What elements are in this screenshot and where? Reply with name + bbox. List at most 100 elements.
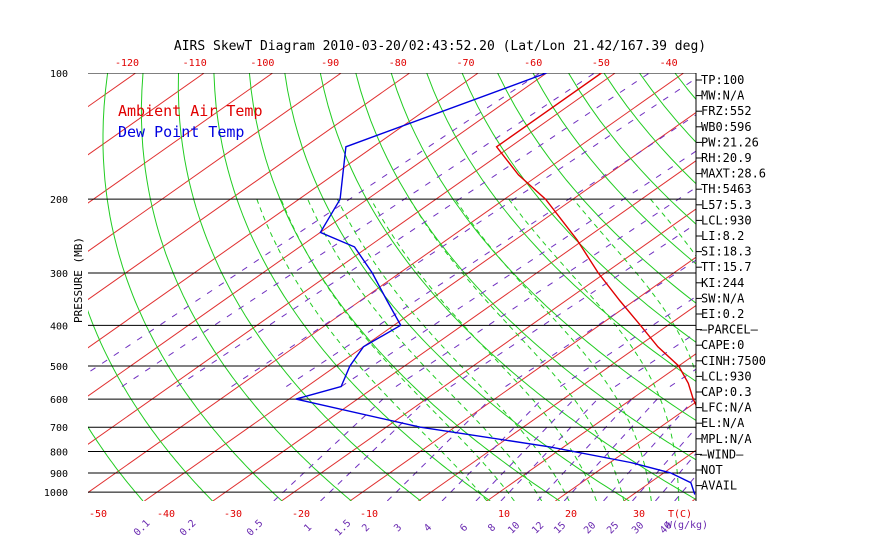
pressure-tick-label: 200 [50, 195, 68, 206]
bottom-temp-tick-label: -30 [224, 509, 242, 520]
index-label: LCL:930 [701, 369, 752, 383]
isotherm-line [0, 73, 67, 501]
dry-adiabat-line [852, 73, 870, 501]
mixing-ratio-tick-label: 1.5 [333, 518, 354, 539]
index-label: TP:100 [701, 73, 744, 87]
mixing-ratio-tick-label: 10 [506, 520, 522, 536]
isotherm-line [88, 73, 410, 301]
pressure-tick-label: 900 [50, 469, 68, 480]
moist-adiabat-line [336, 198, 570, 501]
mixing-ratio-line [500, 398, 598, 501]
mixing-ratio-line [755, 399, 836, 501]
dry-adiabat-line [88, 426, 144, 501]
moist-adiabat-line [454, 198, 652, 501]
index-label: PW:21.26 [701, 135, 759, 149]
top-temp-tick-label: -50 [592, 58, 610, 69]
isotherm-line [761, 73, 870, 501]
top-temp-tick-label: -70 [456, 58, 474, 69]
mixing-ratio-line [340, 150, 696, 387]
index-label: TT:15.7 [701, 260, 752, 274]
sounding-series [295, 73, 696, 495]
index-label: KI:244 [701, 276, 744, 290]
pressure-tick-label: 500 [50, 362, 68, 373]
top-temp-tick-label: -40 [660, 58, 678, 69]
moist-adiabat-line [816, 199, 870, 501]
index-label: SI:18.3 [701, 245, 752, 259]
index-label: CAPE:0 [701, 338, 744, 352]
dry-adiabat-line [284, 73, 630, 501]
pressure-tick-label: 300 [50, 269, 68, 280]
dry-adiabat-line [461, 73, 696, 343]
dry-adiabat-line [781, 73, 870, 501]
temp-axis-unit-label: T(C) [668, 509, 692, 520]
mixing-ratio-line [121, 73, 595, 387]
chart-title: AIRS SkewT Diagram 2010-03-20/02:43:52.2… [174, 39, 706, 54]
isotherm-line [212, 160, 696, 501]
moist-adiabat-line [409, 198, 625, 501]
pressure-tick-label: 700 [50, 423, 68, 434]
dry-adiabat-line [426, 73, 696, 382]
index-label: TH:5463 [701, 182, 752, 196]
moist-adiabat-line [307, 198, 543, 501]
mixing-ratio-tick-label: 20 [582, 520, 598, 536]
moist-adiabat-line [508, 198, 680, 501]
index-label: MPL:N/A [701, 432, 752, 446]
dew-point-temp-line [295, 73, 696, 495]
moist-adiabat-line [280, 199, 515, 501]
pressure-tick-label: 600 [50, 395, 68, 406]
moist-adiabat-line [788, 199, 838, 501]
pressure-tick-label: 100 [50, 69, 68, 80]
bottom-temp-tick-label: -20 [292, 509, 310, 520]
mixing-ratio-tick-label: 8 [486, 522, 498, 534]
moist-adiabat-line [572, 198, 696, 376]
index-label: FRZ:552 [701, 104, 752, 118]
pressure-tick-label: 400 [50, 321, 68, 332]
mixing-ratio-tick-label: 6 [458, 522, 470, 534]
isotherm-line [486, 353, 696, 501]
index-label: SW:N/A [701, 291, 745, 305]
mixing-ratio-line [176, 73, 650, 387]
legend-ambient-air-temp: Ambient Air Temp [118, 102, 263, 120]
top-temp-tick-label: -90 [321, 58, 339, 69]
dry-adiabat-line [177, 73, 422, 501]
pressure-tick-label: 800 [50, 448, 68, 459]
mixing-ratio-tick-label: 0.2 [178, 518, 199, 539]
dry-adiabat-line [817, 73, 870, 501]
mixing-ratio-tick-label: 0.5 [245, 518, 266, 539]
mixing-ratio-line [386, 398, 491, 501]
mixing-ratio-tick-label: 30 [630, 520, 646, 536]
mixing-ratio-line [441, 398, 543, 501]
isotherm-line [88, 73, 273, 204]
dry-adiabat-line [746, 73, 870, 501]
index-label: CINH:7500 [701, 354, 766, 368]
mixing-ratio-tick-label: 12 [530, 520, 546, 536]
dry-adiabat-line [497, 73, 696, 304]
dry-adiabat-line [355, 73, 696, 461]
mixing-ratio-line [320, 398, 428, 501]
top-temp-tick-label: -100 [250, 58, 274, 69]
bottom-temp-tick-label: 30 [633, 509, 645, 520]
legend-dew-point-temp: Dew Point Temp [118, 123, 244, 141]
dry-adiabat-line [532, 73, 696, 265]
bottom-temp-tick-label: -50 [89, 509, 107, 520]
mixing-ratio-line [669, 368, 696, 387]
index-label: NOT [701, 463, 723, 477]
mixing-ratio-line [776, 399, 855, 501]
index-label: L57:5.3 [701, 198, 752, 212]
dry-adiabat-line [319, 73, 696, 501]
isotherm-line [88, 73, 342, 252]
index-label: –WIND– [700, 447, 744, 461]
dry-adiabat-line [390, 73, 696, 422]
dry-adiabat-line [88, 309, 213, 501]
index-label: EL:N/A [701, 416, 745, 430]
moist-adiabat-line [843, 199, 870, 501]
dry-adiabat-line [102, 73, 283, 501]
isotherm-line [281, 208, 696, 501]
isotherm-line [88, 73, 547, 397]
dry-adiabat-line [0, 73, 74, 501]
top-temp-tick-label: -110 [183, 58, 207, 69]
mixing-ratio-tick-label: 3 [392, 522, 404, 534]
mixing-ratio-tick-label: 1 [302, 522, 314, 534]
